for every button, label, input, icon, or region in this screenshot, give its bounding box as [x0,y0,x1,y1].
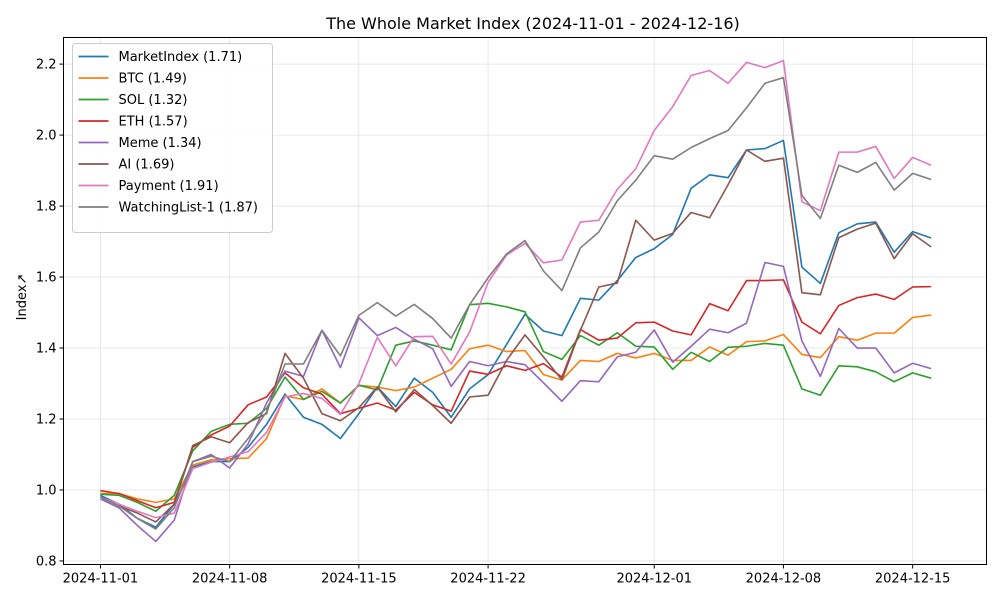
legend-entry: WatchingList-1 (1.87) [119,201,258,216]
x-tick-label: 2024-12-01 [616,572,692,587]
legend-entry: ETH (1.57) [119,115,188,130]
series-line-1 [100,314,932,504]
x-tick-label: 2024-11-15 [321,572,397,587]
plot-frame [63,37,987,565]
y-tick-label: 2.0 [36,129,57,144]
legend-entry: BTC (1.49) [119,72,187,87]
y-tick-label: 1.6 [36,271,57,286]
legend-box [72,43,273,233]
series-line-2 [100,302,932,513]
y-tick-label: 1.0 [36,483,57,498]
y-tick-label: 0.8 [36,554,57,569]
chart-title: The Whole Market Index (2024-11-01 - 202… [325,14,740,33]
y-tick-label: 1.2 [36,412,57,427]
x-tick-label: 2024-12-08 [746,572,822,587]
series-line-4 [100,261,932,543]
y-axis-label: Index↗ [15,274,30,321]
x-tick-label: 2024-11-01 [63,572,139,587]
legend-entry: Payment (1.91) [119,179,219,194]
x-tick-label: 2024-11-08 [192,572,268,587]
legend: MarketIndex (1.71) BTC (1.49) SOL (1.32) ET… [72,43,273,233]
legend-entry: AI (1.69) [119,158,175,173]
y-tick-label: 2.2 [36,58,57,73]
legend-entry: Meme (1.34) [119,136,202,151]
y-axis: 0.8 1.0 1.2 1.4 1.6 1.8 2.0 2.2 [36,58,64,569]
legend-entry: SOL (1.32) [119,93,188,108]
series-line-7 [100,76,932,530]
x-tick-label: 2024-12-15 [875,572,951,587]
series-line-5 [100,149,932,523]
y-tick-label: 1.8 [36,200,57,215]
series-layer [100,59,932,543]
grid-lines [63,37,987,565]
legend-entry: MarketIndex (1.71) [119,50,243,65]
x-axis: 2024-11-01 2024-11-08 2024-11-15 2024-11-22… [63,564,951,587]
y-tick-label: 1.4 [36,342,57,357]
series-line-6 [100,59,932,519]
x-tick-label: 2024-11-22 [450,572,526,587]
